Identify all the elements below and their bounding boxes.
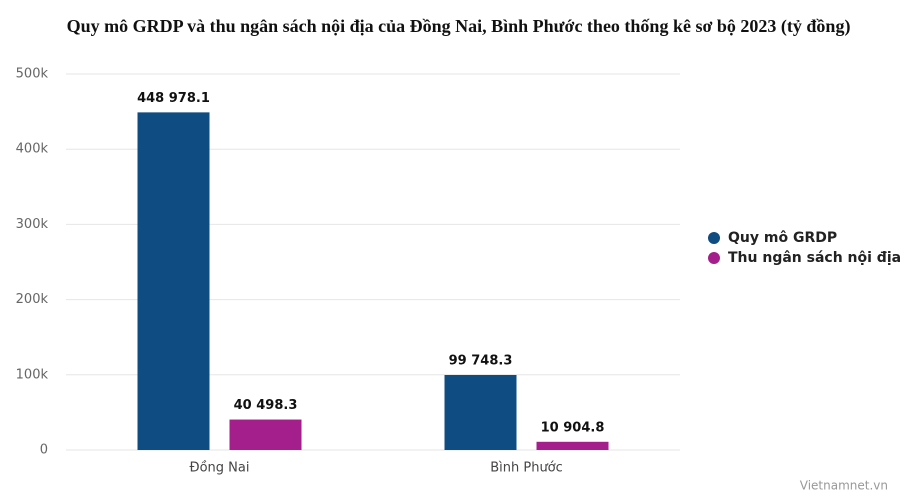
- y-tick-label: 500k: [16, 67, 49, 82]
- value-label: 448 978.1: [137, 91, 210, 106]
- value-label: 10 904.8: [541, 420, 605, 435]
- chart-title: Quy mô GRDP và thu ngân sách nội địa của…: [66, 16, 851, 36]
- y-tick-label: 300k: [16, 217, 49, 232]
- bar: [444, 374, 517, 450]
- value-label: 99 748.3: [449, 353, 513, 368]
- legend-label: Thu ngân sách nội địa: [728, 250, 901, 266]
- y-tick-label: 400k: [16, 142, 49, 157]
- x-tick-label: Đồng Nai: [190, 461, 250, 476]
- credit: Vietnamnet.vn: [800, 479, 888, 493]
- bar: [536, 441, 609, 450]
- legend-marker: [708, 232, 720, 244]
- legend-marker: [708, 252, 720, 264]
- value-label: 40 498.3: [234, 398, 298, 413]
- x-tick-label: Bình Phước: [490, 461, 563, 476]
- y-tick-label: 100k: [16, 367, 49, 382]
- y-tick-label: 0: [40, 443, 48, 458]
- bar: [137, 112, 210, 450]
- legend-label: Quy mô GRDP: [728, 230, 837, 246]
- bar: [229, 419, 302, 450]
- y-tick-label: 200k: [16, 292, 49, 307]
